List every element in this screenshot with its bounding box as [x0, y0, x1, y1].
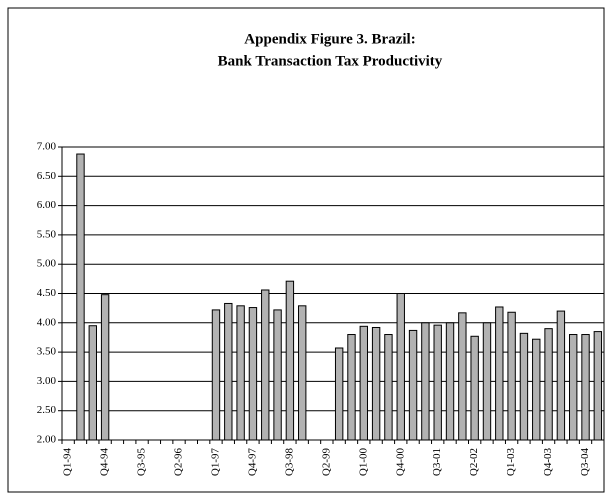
- y-tick-label: 2.00: [37, 434, 57, 446]
- x-tick-label: Q1-97: [210, 448, 222, 477]
- y-tick-label: 7.00: [37, 141, 57, 153]
- y-tick-label: 4.00: [37, 316, 57, 328]
- bar: [495, 306, 504, 441]
- bar: [224, 302, 233, 441]
- bar: [298, 305, 307, 441]
- x-tick-label: Q4-03: [542, 448, 554, 477]
- bar: [359, 325, 368, 441]
- x-tick-label: Q3-95: [136, 448, 148, 477]
- chart-subtitle: Bank Transaction Tax Productivity: [218, 53, 443, 69]
- chart-title: Appendix Figure 3. Brazil:: [244, 31, 415, 47]
- bar: [532, 338, 541, 441]
- y-tick-label: 4.50: [37, 287, 57, 299]
- bar: [556, 310, 566, 441]
- x-tick-label: Q4-00: [394, 448, 406, 477]
- bar: [285, 280, 295, 441]
- bar: [236, 305, 245, 441]
- bar: [88, 325, 97, 441]
- bar: [384, 334, 393, 441]
- y-tick-label: 3.00: [37, 375, 57, 387]
- bar: [408, 329, 418, 441]
- x-tick-label: Q2-99: [320, 448, 332, 477]
- bar: [421, 322, 430, 441]
- bar: [445, 322, 455, 441]
- y-tick-label: 5.50: [37, 228, 57, 240]
- y-tick-label: 5.00: [37, 258, 57, 270]
- y-tick-label: 3.50: [37, 346, 57, 358]
- bar: [248, 307, 258, 441]
- bar: [581, 334, 590, 441]
- bar: [396, 293, 405, 441]
- bar: [544, 328, 553, 441]
- bar: [100, 294, 110, 441]
- bar: [261, 289, 270, 441]
- bar: [371, 326, 381, 441]
- bar: [334, 347, 344, 441]
- bar: [569, 334, 578, 441]
- x-tick-label: Q3-01: [431, 448, 443, 476]
- bar: [433, 324, 442, 441]
- bar: [76, 153, 85, 441]
- bar: [593, 331, 603, 441]
- x-tick-label: Q1-03: [505, 448, 517, 477]
- bar: [482, 322, 492, 441]
- x-tick-label: Q1-94: [62, 448, 74, 477]
- bar: [273, 309, 282, 441]
- bar: [458, 312, 467, 441]
- y-tick-label: 2.50: [37, 404, 57, 416]
- x-tick-label: Q2-96: [173, 448, 185, 477]
- x-tick-label: Q4-94: [99, 448, 111, 477]
- y-tick-label: 6.50: [37, 170, 57, 182]
- x-tick-label: Q3-98: [283, 448, 295, 477]
- bar: [211, 309, 221, 441]
- x-tick-label: Q1-00: [357, 448, 369, 477]
- bar: [347, 334, 356, 441]
- x-tick-label: Q2-02: [468, 448, 480, 476]
- y-tick-label: 6.00: [37, 199, 57, 211]
- bar: [519, 332, 529, 441]
- x-tick-label: Q4-97: [246, 448, 258, 477]
- x-tick-label: Q3-04: [579, 448, 591, 477]
- bar: [507, 311, 516, 441]
- bar: [470, 335, 479, 441]
